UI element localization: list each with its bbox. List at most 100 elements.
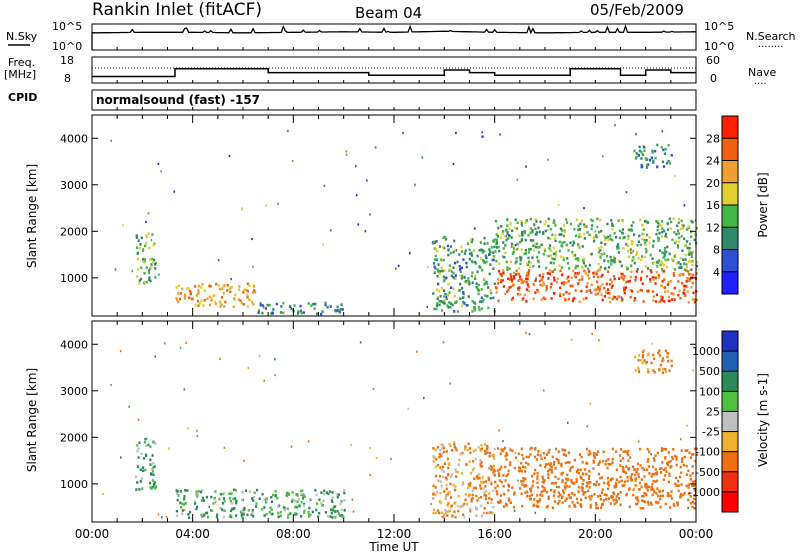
scatter-cell [240,510,243,513]
scatter-cell [651,257,654,260]
scatter-cell [506,231,509,234]
scatter-cell [440,266,443,269]
scatter-cell [357,223,360,226]
scatter-cell [290,445,293,448]
scatter-cell [288,305,292,309]
scatter-cell [240,301,243,305]
scatter-cell [296,500,299,503]
scatter-cell [505,474,508,478]
scatter-cell [470,498,473,501]
scatter-cell [177,284,180,287]
scatter-cell [493,282,496,286]
scatter-cell [583,237,586,240]
scatter-cell [217,284,220,287]
scatter-cell [447,473,450,476]
scatter-cell [597,262,600,266]
colorbar-swatch [722,227,738,250]
scatter-cell [655,479,659,483]
scatter-cell [624,286,627,289]
scatter-cell [457,289,461,292]
scatter-cell [693,480,697,483]
scatter-cell [615,478,618,482]
scatter-cell [197,284,201,288]
scatter-cell [339,502,342,506]
scatter-cell [565,484,568,488]
scatter-cell [290,500,294,503]
scatter-cell [446,457,449,461]
scatter-cell [485,447,489,451]
scatter-cell [656,501,659,505]
scatter-cell [270,500,274,504]
scatter-cell [583,257,586,261]
scatter-cell [547,254,550,258]
scatter-cell [223,446,226,449]
scatter-cell [482,481,485,484]
scatter-cell [683,268,686,271]
scatter-cell [574,272,577,275]
scatter-cell [276,496,279,500]
scatter-cell [462,292,465,296]
scatter-cell [590,494,593,498]
scatter-cell [598,460,602,463]
scatter-cell [507,288,510,292]
scatter-cell [206,297,209,300]
scatter-cell [603,252,606,255]
scatter-cell [665,370,668,373]
scatter-cell [629,478,633,481]
scatter-cell [432,455,435,458]
scatter-cell [691,298,694,301]
x-axis-ticks: 00:00 04:00 08:00 12:00 16:00 20:00 00:00 [75,47,713,541]
scatter-cell [677,280,680,283]
scatter-cell [581,482,584,486]
scatter-cell [664,368,667,371]
scatter-cell [641,255,644,258]
scatter-cell [556,280,559,284]
scatter-cell [687,483,690,487]
scatter-cell [529,227,532,230]
scatter-cell [560,266,563,269]
scatter-cell [489,250,492,254]
scatter-cell [628,505,631,508]
scatter-cell [447,253,450,257]
scatter-cell [242,512,245,515]
scatter-cell [218,287,222,291]
scatter-cell [479,459,482,462]
scatter-cell [209,303,212,307]
scatter-cell [433,240,436,244]
scatter-cell [634,484,637,487]
scatter-cell [675,463,678,467]
scatter-cell [110,383,112,387]
scatter-cell [591,219,594,223]
scatter-cell [661,359,664,363]
scatter-cell [639,447,642,451]
scatter-cell [528,494,531,498]
scatter-cell [589,402,592,405]
scatter-cell [145,266,148,269]
scatter-cell [445,450,448,453]
scatter-cell [471,489,474,493]
scatter-cell [271,512,274,516]
scatter-cell [447,282,450,286]
scatter-cell [609,237,612,241]
scatter-cell [282,301,285,305]
scatter-cell [188,289,191,293]
scatter-cell [300,515,303,518]
scatter-cell [660,298,663,302]
scatter-cell [144,468,147,472]
scatter-cell [666,355,669,359]
scatter-cell [680,219,683,223]
scatter-cell [583,233,586,236]
scatter-cell [641,237,644,241]
scatter-cell [589,452,592,455]
scatter-cell [679,257,682,260]
scatter-cell [338,311,341,314]
scatter-cell [660,224,663,227]
scatter-cell [610,263,613,266]
scatter-cell [175,509,178,513]
scatter-cell [571,501,574,504]
scatter-cell [482,487,485,491]
scatter-cell [287,492,290,495]
scatter-cell [557,477,560,481]
scatter-cell [439,466,442,469]
scatter-cell [611,284,614,288]
